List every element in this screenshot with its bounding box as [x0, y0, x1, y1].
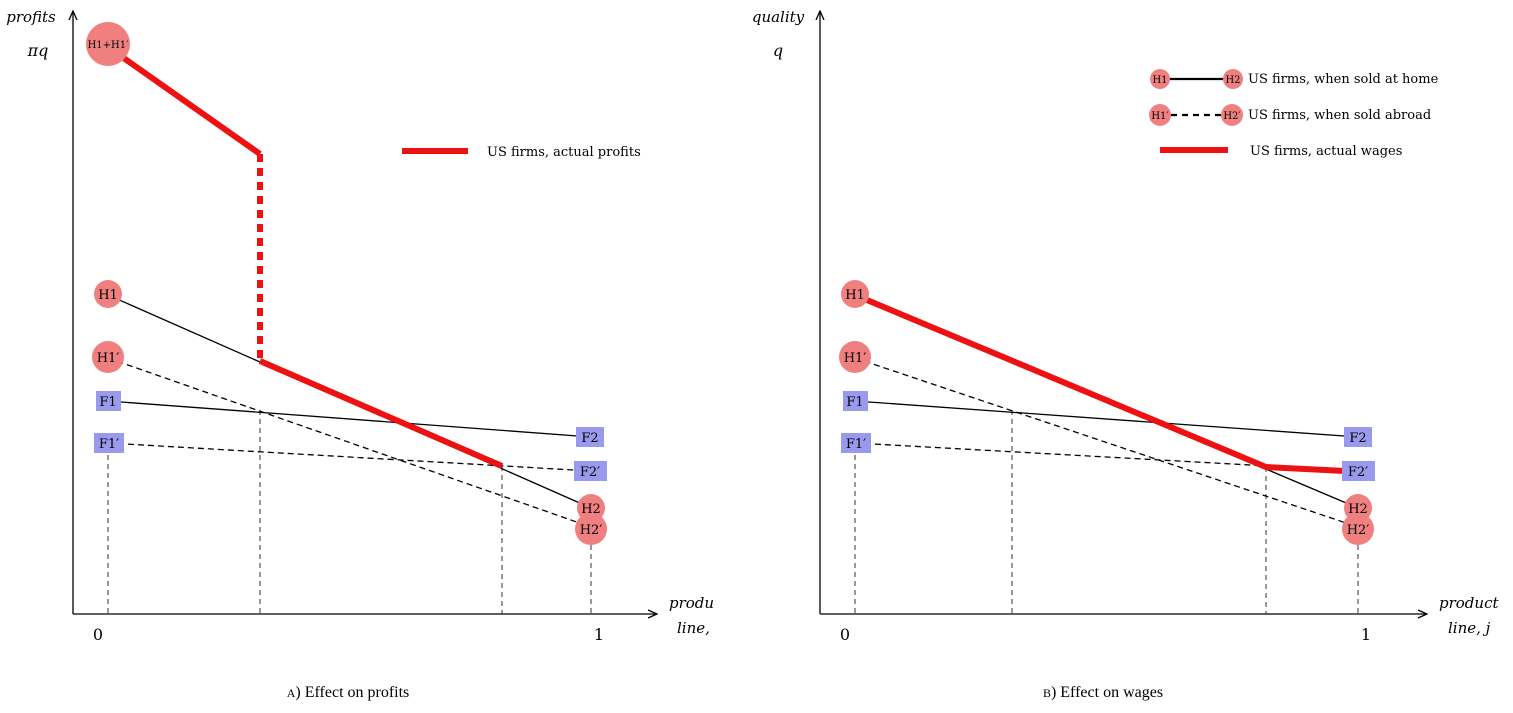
y-axis-label-symbol: πq — [27, 41, 49, 60]
svg-text:H1+H1′: H1+H1′ — [88, 40, 130, 51]
node-h1: H1 — [841, 280, 869, 308]
x-axis-label-bottom: line, — [677, 619, 710, 637]
node-h2p: H2′ — [575, 513, 607, 545]
x-tick-1: 1 — [1361, 625, 1371, 644]
svg-text:F2′: F2′ — [580, 465, 600, 480]
line-h1p-h2p — [854, 357, 1359, 528]
node-h1: H1 — [94, 280, 122, 308]
legend-abroad-h2p: H2′ — [1221, 104, 1243, 126]
node-f2: F2 — [576, 427, 604, 447]
line-f1-f2 — [854, 400, 1359, 438]
svg-text:H1′: H1′ — [844, 351, 867, 366]
node-h1-h1p: H1+H1′ — [86, 22, 130, 66]
actual-profits-top — [106, 44, 262, 157]
svg-text:F2: F2 — [581, 431, 598, 446]
actual-profits-bottom — [258, 358, 504, 469]
svg-text:H2′: H2′ — [1347, 523, 1370, 538]
node-f1: F1 — [96, 391, 121, 411]
svg-text:H2: H2 — [1225, 75, 1240, 86]
line-h1p-h2p — [107, 357, 592, 528]
svg-text:F2′: F2′ — [1348, 465, 1368, 480]
node-f2: F2 — [1344, 427, 1372, 447]
legend-actual-profits-label: US firms, actual profits — [487, 145, 641, 160]
x-axis-label-top: product — [1439, 594, 1499, 612]
svg-text:H1: H1 — [98, 288, 118, 303]
node-f1: F1 — [843, 391, 868, 411]
y-axis-label-symbol: q — [773, 41, 783, 60]
panel-a: profits πq produ line, 0 1 US firms, act… — [6, 8, 714, 701]
panel-b: quality q product line, j 0 1 H1 H2 — [752, 8, 1500, 701]
line-f1p-f2p — [854, 442, 1359, 472]
y-axis-label-top: quality — [752, 8, 805, 26]
legend-actual-label: US firms, actual wages — [1250, 144, 1402, 159]
svg-text:H2: H2 — [581, 502, 601, 517]
svg-text:H2′: H2′ — [580, 523, 603, 538]
x-tick-0: 0 — [93, 625, 103, 644]
node-f1p: F1′ — [94, 433, 124, 453]
svg-text:F1: F1 — [846, 395, 863, 410]
caption-a: A) Effect on profits — [287, 684, 410, 701]
node-f2p: F2′ — [1342, 461, 1375, 481]
svg-text:H1′: H1′ — [1151, 111, 1169, 122]
svg-text:H2′: H2′ — [1223, 111, 1241, 122]
node-h1p: H1′ — [839, 341, 871, 373]
svg-text:H1: H1 — [1152, 75, 1167, 86]
x-axis-label-bottom: line, j — [1448, 619, 1491, 637]
node-h1p: H1′ — [92, 341, 124, 373]
node-f2p: F2′ — [574, 461, 607, 481]
line-f1p-f2p — [107, 442, 592, 472]
svg-text:F1′: F1′ — [846, 437, 866, 452]
actual-wages-line — [853, 292, 1346, 474]
legend-abroad-label: US firms, when sold abroad — [1248, 108, 1431, 123]
legend-home-h1: H1 — [1150, 69, 1170, 89]
legend: H1 H2 US firms, when sold at home H1′ H2… — [1149, 69, 1439, 159]
legend-home-label: US firms, when sold at home — [1248, 72, 1439, 87]
svg-text:F1: F1 — [99, 395, 116, 410]
svg-text:H2: H2 — [1348, 502, 1368, 517]
svg-text:H1: H1 — [845, 288, 865, 303]
y-axis-label-top: profits — [6, 8, 56, 26]
x-tick-0: 0 — [840, 625, 850, 644]
x-axis-label-top: produ — [669, 594, 714, 612]
svg-text:F2: F2 — [1349, 431, 1366, 446]
svg-text:F1′: F1′ — [99, 437, 119, 452]
legend-home-h2: H2 — [1223, 69, 1243, 89]
svg-text:H1′: H1′ — [97, 351, 120, 366]
node-h2p: H2′ — [1342, 513, 1374, 545]
legend-abroad-h1p: H1′ — [1149, 104, 1171, 126]
caption-b: B) Effect on wages — [1043, 684, 1163, 701]
line-f1-f2 — [107, 400, 592, 438]
x-tick-1: 1 — [594, 625, 604, 644]
node-f1p: F1′ — [841, 433, 871, 453]
